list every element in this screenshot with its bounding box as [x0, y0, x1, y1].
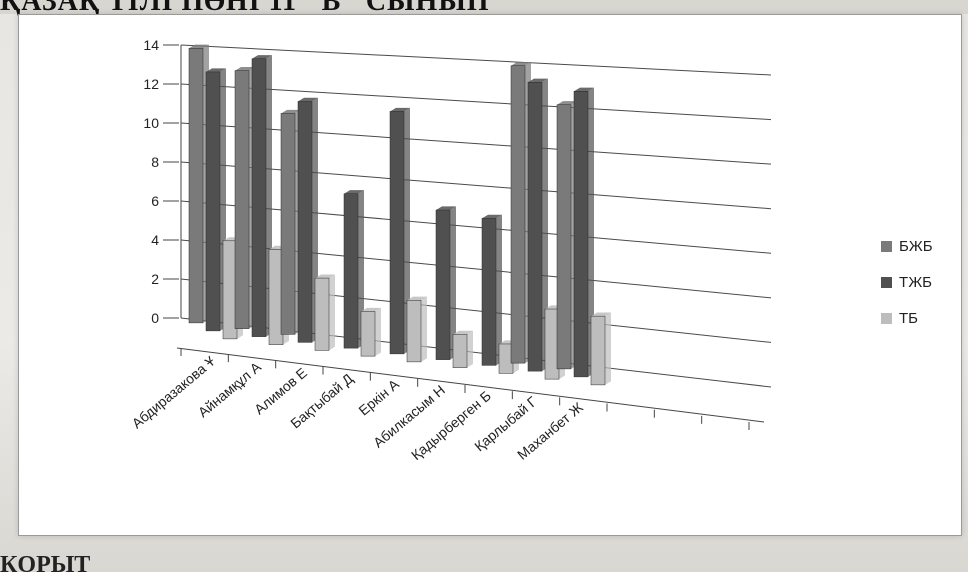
bar — [234, 70, 250, 329]
bar-side — [358, 190, 364, 349]
bar — [406, 299, 422, 363]
bar-side — [496, 214, 502, 366]
bar — [360, 311, 376, 357]
bar — [435, 209, 451, 360]
bar-top — [436, 206, 456, 211]
legend-swatch — [881, 313, 892, 324]
bar — [188, 48, 204, 324]
bar-top — [407, 296, 427, 301]
y-tick-label: 8 — [151, 154, 159, 170]
bar-layer — [188, 44, 611, 386]
bar — [481, 218, 497, 366]
bar-top — [591, 312, 611, 317]
gridline — [180, 44, 772, 76]
bar-side — [542, 78, 548, 372]
gridline — [180, 122, 772, 165]
bar — [389, 111, 405, 355]
bar — [590, 315, 606, 386]
bar-top — [315, 274, 335, 279]
bar-top — [453, 330, 473, 335]
bar-top — [390, 107, 410, 112]
y-tick-label: 12 — [143, 76, 159, 92]
bar-top — [511, 62, 531, 66]
bar-side — [375, 307, 381, 357]
bottom-caption: ҚОРЫТ — [0, 552, 91, 572]
bar — [205, 71, 221, 332]
bar-side — [588, 87, 594, 377]
bar-top — [281, 109, 301, 114]
bar-top — [482, 214, 502, 219]
legend-label: БЖБ — [899, 238, 933, 255]
gridline — [180, 161, 772, 210]
bar — [556, 104, 572, 370]
bar — [573, 91, 589, 378]
chart-area: 0 2 4 6 8 10 12 14 Абдиразакова Ұ Айнамқұл А Алимо… — [18, 14, 962, 536]
bar — [510, 65, 526, 364]
x-axis — [176, 347, 765, 423]
chart-heading: ҚАЗАҚ ТІЛІ ПӘНІ 11 "В" СЫНЫП — [0, 0, 490, 17]
bar-top — [252, 55, 272, 59]
legend-label: ТБ — [899, 310, 918, 327]
bar-top — [557, 101, 577, 105]
bar-top — [361, 307, 381, 312]
top-strip — [0, 0, 968, 14]
bar — [452, 334, 468, 368]
bar-side — [467, 330, 473, 368]
bar-top — [528, 78, 548, 83]
bar — [297, 101, 313, 343]
axis-layer — [163, 44, 765, 430]
y-tick-label: 2 — [151, 271, 159, 287]
bar-side — [421, 296, 427, 362]
legend-label: ТЖБ — [899, 274, 932, 291]
bar-side — [404, 107, 410, 354]
bar-side — [450, 206, 456, 360]
y-tick-label: 6 — [151, 193, 159, 209]
y-tick-label: 10 — [143, 115, 159, 131]
bar — [280, 113, 296, 335]
gridline — [180, 83, 772, 121]
bar — [527, 81, 543, 372]
y-tick-label: 14 — [143, 37, 159, 53]
legend-layer: БЖБ ТЖБ ТБ — [881, 238, 933, 327]
bar — [251, 58, 267, 337]
y-tick-label: 4 — [151, 232, 159, 248]
gridline — [180, 200, 772, 254]
legend-swatch — [881, 241, 892, 252]
x-tick-label: Еркін А — [355, 375, 402, 418]
bar-top — [235, 66, 255, 71]
bar-side — [605, 312, 611, 385]
bar-top — [206, 68, 226, 72]
bar — [343, 193, 359, 349]
legend-swatch — [881, 277, 892, 288]
bar-top — [344, 190, 364, 194]
bar-top — [298, 97, 318, 102]
y-tick-label: 0 — [151, 310, 159, 326]
bar-top — [189, 44, 209, 49]
bar — [314, 277, 330, 351]
bar-side — [329, 274, 335, 351]
bar-top — [574, 87, 594, 92]
